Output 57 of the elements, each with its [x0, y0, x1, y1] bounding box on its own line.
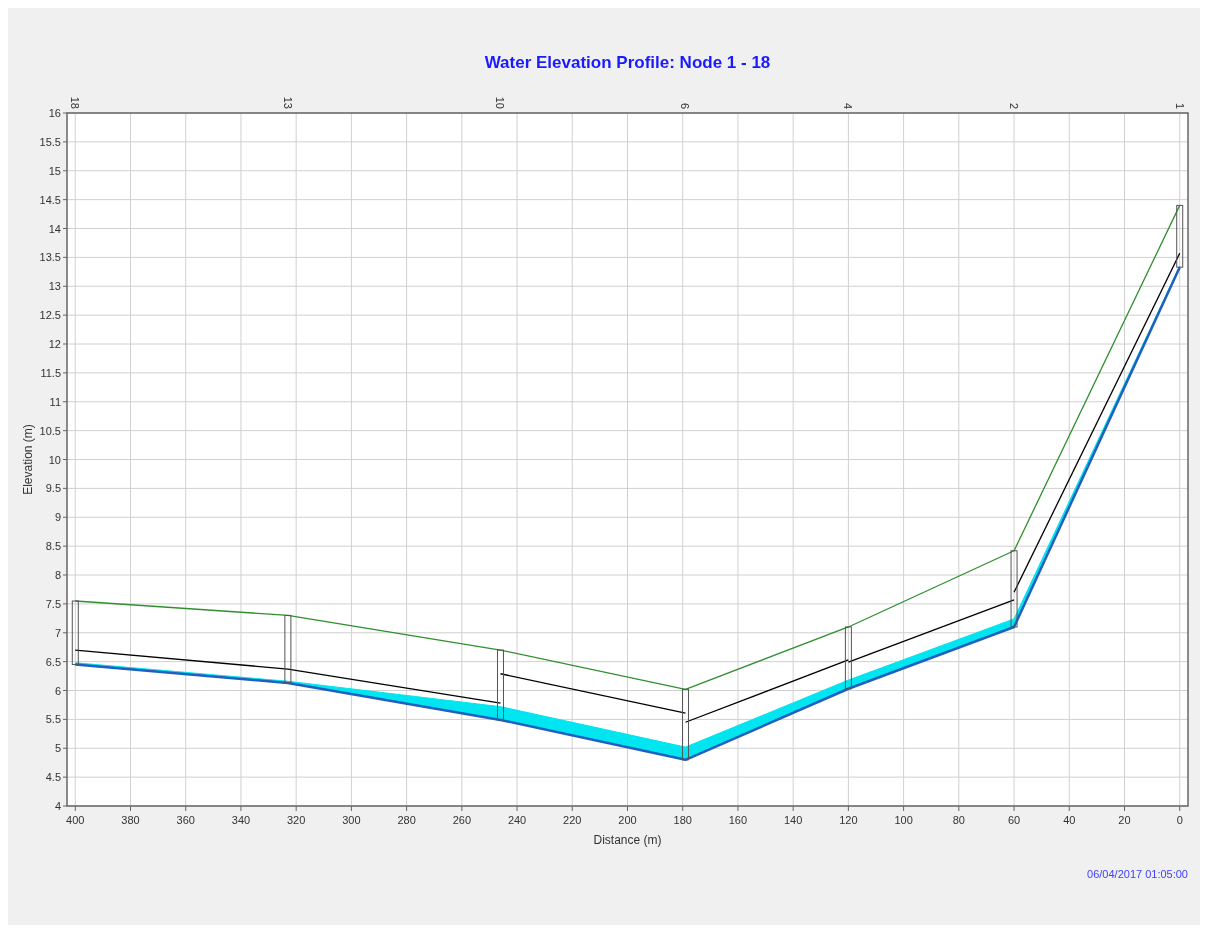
text: 4: [842, 102, 855, 109]
text: 6: [679, 102, 692, 109]
x-tick-label: 140: [783, 814, 803, 826]
text: 10: [494, 96, 507, 109]
y-tick-label: 6.5: [45, 655, 61, 668]
y-tick-label: 14.5: [39, 193, 61, 206]
x-tick-label: 320: [286, 814, 306, 826]
x-tick-label: 20: [1118, 814, 1131, 826]
y-axis-title: Elevation (m): [21, 424, 35, 495]
y-tick-label: 11: [49, 395, 61, 408]
y-tick-label: 16: [48, 107, 61, 119]
y-tick-label: 9: [54, 511, 61, 524]
x-tick-label: 240: [507, 814, 527, 826]
y-tick-label: 11.5: [40, 366, 61, 379]
x-axis-title: Distance (m): [593, 833, 662, 847]
x-tick-label: 380: [121, 814, 140, 826]
y-tick-label: 10: [48, 453, 61, 466]
y-tick-label: 5: [54, 742, 61, 755]
y-tick-label: 8.5: [45, 540, 61, 553]
x-tick-label: 100: [894, 814, 913, 826]
x-tick-label: 120: [839, 814, 858, 826]
x-tick-label: 180: [673, 814, 692, 826]
x-tick-label: 340: [231, 814, 251, 826]
x-tick-label: 300: [342, 814, 361, 826]
x-tick-label: 160: [728, 814, 748, 826]
y-tick-label: 6: [54, 684, 61, 697]
x-tick-label: 400: [66, 814, 85, 826]
y-tick-label: 12: [48, 338, 61, 350]
y-tick-label: 4.5: [45, 771, 61, 784]
x-tick-label: 200: [618, 814, 637, 826]
y-tick-label: 8: [54, 569, 61, 581]
y-tick-label: 13: [48, 280, 61, 293]
y-tick-label: 10.5: [39, 424, 61, 437]
y-tick-label: 9.5: [45, 482, 61, 495]
x-tick-label: 220: [563, 814, 582, 826]
y-tick-label: 4: [54, 800, 61, 812]
y-tick-label: 7: [54, 626, 61, 639]
text: 06/04/2017 01:05:00: [1087, 868, 1188, 880]
text: 1: [1173, 102, 1186, 109]
y-tick-label: 5.5: [45, 713, 61, 726]
y-tick-label: 14: [48, 222, 61, 235]
text: 18: [69, 96, 82, 109]
x-tick-label: 260: [452, 814, 472, 826]
x-tick-label: 0: [1176, 814, 1183, 826]
chart-title: Water Elevation Profile: Node 1 - 18: [484, 53, 771, 72]
x-tick-label: 60: [1007, 814, 1021, 826]
x-tick-label: 280: [397, 814, 416, 826]
x-tick-label: 80: [952, 814, 965, 826]
y-tick-label: 7.5: [45, 597, 61, 610]
x-tick-label: 360: [176, 814, 195, 826]
y-tick-label: 15.5: [39, 135, 61, 148]
text: 2: [1008, 102, 1021, 109]
text: 13: [281, 96, 294, 109]
y-tick-label: 13.5: [39, 251, 61, 264]
y-tick-label: 15: [48, 164, 61, 177]
y-tick-label: 12.5: [39, 309, 61, 322]
x-tick-label: 40: [1063, 814, 1076, 826]
